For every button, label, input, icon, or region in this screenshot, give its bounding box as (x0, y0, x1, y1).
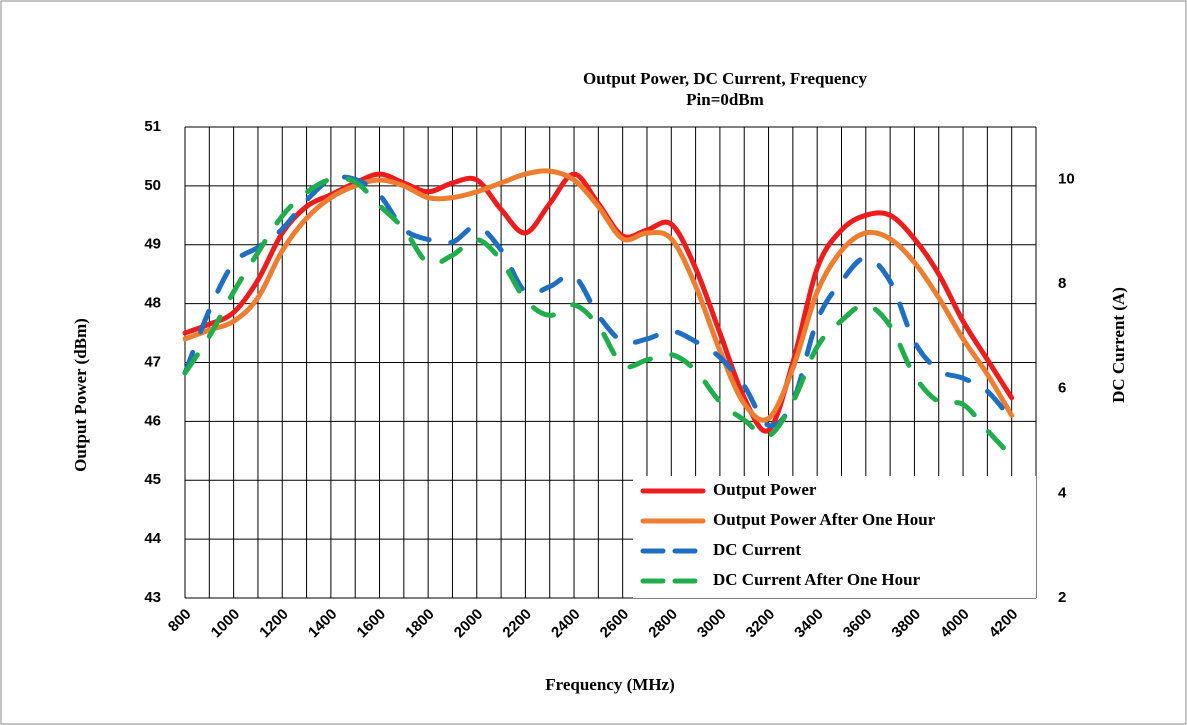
y-tick-label: 47 (144, 353, 161, 370)
y-tick-label: 44 (144, 530, 161, 547)
y-tick-label: 46 (144, 412, 161, 429)
y2-tick-label: 2 (1058, 589, 1066, 606)
legend: Output Power Output Power After One Hour D… (633, 476, 1036, 598)
x-axis-label: Frequency (MHz) (545, 675, 675, 694)
series-line (182, 175, 1015, 460)
y2-tick-label: 8 (1058, 275, 1066, 292)
y2-axis-label: DC Current (A) (1109, 287, 1128, 403)
legend-label: DC Current After One Hour (713, 570, 921, 589)
legend-box (633, 476, 1036, 598)
y2-tick-label: 10 (1058, 170, 1075, 187)
y-tick-label: 48 (144, 295, 161, 312)
y-tick-label: 50 (144, 177, 161, 194)
plot (182, 168, 1015, 460)
y-tick-label: 49 (144, 236, 161, 253)
y-tick-label: 43 (144, 589, 161, 606)
chart-title: Output Power, DC Current, Frequency (583, 69, 867, 88)
legend-label: Output Power After One Hour (713, 510, 936, 529)
legend-label: Output Power (713, 480, 817, 499)
series-line (182, 168, 1015, 423)
y2-tick-label: 4 (1058, 484, 1067, 501)
legend-label: DC Current (713, 540, 801, 559)
y-tick-label: 45 (144, 471, 161, 488)
y2-tick-label: 6 (1058, 380, 1066, 397)
y-tick-label: 51 (144, 118, 161, 135)
chart-subtitle: Pin=0dBm (686, 90, 764, 109)
y-axis-label: Output Power (dBm) (71, 318, 90, 472)
